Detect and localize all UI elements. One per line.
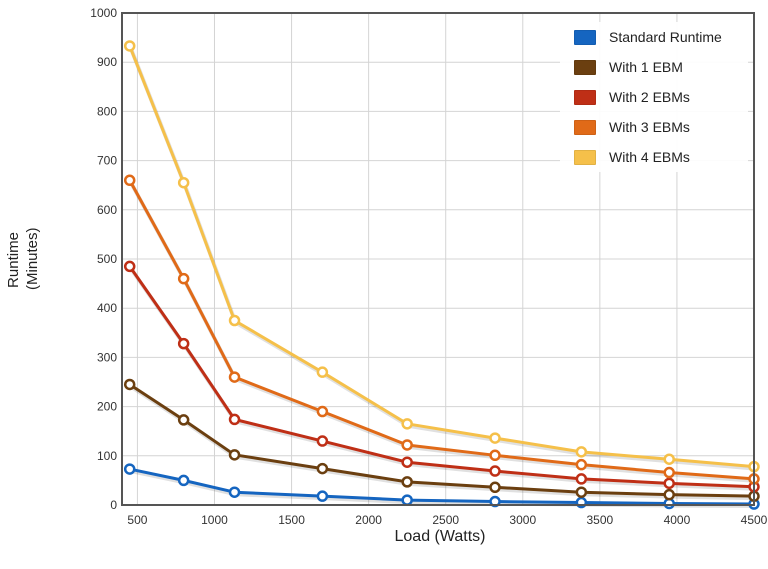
legend-swatch (574, 30, 596, 45)
data-point[interactable] (318, 368, 327, 377)
y-tick-label: 900 (97, 55, 117, 69)
legend-label: With 2 EBMs (609, 89, 690, 105)
data-point[interactable] (403, 458, 412, 467)
legend-swatch (574, 60, 596, 75)
data-point[interactable] (230, 488, 239, 497)
data-point[interactable] (179, 415, 188, 424)
y-axis-label-line1: Runtime (4, 230, 23, 290)
data-point[interactable] (491, 451, 500, 460)
x-tick-label: 3500 (587, 513, 614, 527)
data-point[interactable] (230, 415, 239, 424)
x-tick-label: 1000 (201, 513, 228, 527)
data-point[interactable] (179, 178, 188, 187)
y-tick-label: 600 (97, 203, 117, 217)
data-point[interactable] (403, 440, 412, 449)
series-with-3-ebms (125, 176, 758, 484)
x-tick-label: 1500 (278, 513, 305, 527)
y-axis-label-line2: (Minutes) (23, 230, 42, 290)
data-point[interactable] (230, 450, 239, 459)
data-point[interactable] (125, 380, 134, 389)
legend-label: With 4 EBMs (609, 149, 690, 165)
data-point[interactable] (179, 339, 188, 348)
data-point[interactable] (230, 316, 239, 325)
x-tick-label: 2500 (432, 513, 459, 527)
series-line (130, 266, 754, 486)
data-point[interactable] (665, 490, 674, 499)
legend-item[interactable]: With 1 EBM (560, 52, 748, 82)
y-tick-label: 1000 (90, 6, 117, 20)
data-point[interactable] (125, 41, 134, 50)
data-point[interactable] (577, 488, 586, 497)
data-point[interactable] (125, 262, 134, 271)
data-point[interactable] (491, 483, 500, 492)
y-tick-label: 100 (97, 449, 117, 463)
series-line-shadow (131, 182, 755, 481)
data-point[interactable] (491, 434, 500, 443)
x-tick-label: 4500 (741, 513, 768, 527)
legend-item[interactable]: With 2 EBMs (560, 82, 748, 112)
data-point[interactable] (318, 492, 327, 501)
data-point[interactable] (665, 455, 674, 464)
data-point[interactable] (577, 460, 586, 469)
data-point[interactable] (318, 437, 327, 446)
data-point[interactable] (403, 496, 412, 505)
data-point[interactable] (665, 468, 674, 477)
x-tick-label: 500 (127, 513, 147, 527)
series-with-2-ebms (125, 262, 758, 491)
data-point[interactable] (179, 274, 188, 283)
x-tick-label: 2000 (355, 513, 382, 527)
legend-swatch (574, 150, 596, 165)
legend-item[interactable]: With 3 EBMs (560, 112, 748, 142)
legend-swatch (574, 90, 596, 105)
data-point[interactable] (230, 373, 239, 382)
legend: Standard Runtime With 1 EBM With 2 EBMs Wit… (560, 22, 748, 172)
y-tick-label: 800 (97, 104, 117, 118)
legend-label: With 3 EBMs (609, 119, 690, 135)
legend-item[interactable]: With 4 EBMs (560, 142, 748, 172)
data-point[interactable] (318, 464, 327, 473)
y-tick-label: 300 (97, 350, 117, 364)
data-point[interactable] (403, 419, 412, 428)
y-axis-label: Runtime (Minutes) (4, 230, 42, 290)
y-tick-label: 200 (97, 400, 117, 414)
data-point[interactable] (665, 479, 674, 488)
legend-label: With 1 EBM (609, 59, 683, 75)
x-axis-label: Load (Watts) (0, 528, 768, 546)
data-point[interactable] (403, 477, 412, 486)
x-tick-label: 3000 (509, 513, 536, 527)
data-point[interactable] (577, 447, 586, 456)
data-point[interactable] (179, 476, 188, 485)
y-tick-label: 400 (97, 301, 117, 315)
legend-label: Standard Runtime (609, 29, 722, 45)
y-tick-label: 700 (97, 154, 117, 168)
y-tick-label: 0 (110, 498, 117, 512)
data-point[interactable] (125, 176, 134, 185)
y-tick-label: 500 (97, 252, 117, 266)
data-point[interactable] (577, 474, 586, 483)
data-point[interactable] (125, 465, 134, 474)
legend-item[interactable]: Standard Runtime (560, 22, 748, 52)
series-line (130, 180, 754, 479)
x-tick-label: 4000 (664, 513, 691, 527)
data-point[interactable] (318, 407, 327, 416)
data-point[interactable] (491, 467, 500, 476)
legend-swatch (574, 120, 596, 135)
